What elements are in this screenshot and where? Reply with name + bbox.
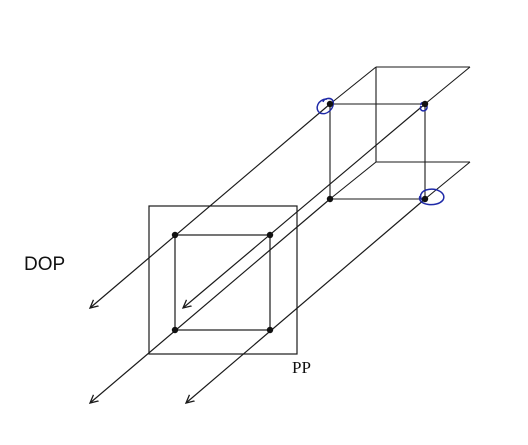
projected-vertex bbox=[171, 231, 179, 239]
cube-edge bbox=[424, 66, 471, 105]
projection-plane bbox=[148, 205, 298, 355]
cube-3d bbox=[329, 66, 471, 200]
cube-vertex bbox=[326, 100, 334, 108]
annotation-circle bbox=[418, 188, 445, 206]
cube-edge bbox=[424, 161, 471, 200]
cube-vertex bbox=[421, 195, 429, 203]
vertex-points bbox=[171, 100, 429, 334]
projector-line bbox=[183, 103, 426, 308]
projected-vertex bbox=[266, 326, 274, 334]
projector-line bbox=[186, 198, 426, 403]
projected-vertex bbox=[171, 326, 179, 334]
pp-label: PP bbox=[292, 358, 311, 377]
cube-vertex bbox=[421, 100, 429, 108]
dop-label: DOP bbox=[24, 254, 66, 275]
cube-vertex bbox=[326, 195, 334, 203]
cube-edge bbox=[329, 66, 377, 105]
annotation-circle bbox=[316, 97, 335, 115]
projector-line bbox=[90, 198, 331, 403]
cube-edge bbox=[329, 161, 377, 200]
projector-line bbox=[90, 103, 331, 308]
projected-vertex bbox=[266, 231, 274, 239]
projected-square bbox=[174, 234, 271, 331]
projectors bbox=[90, 103, 426, 403]
